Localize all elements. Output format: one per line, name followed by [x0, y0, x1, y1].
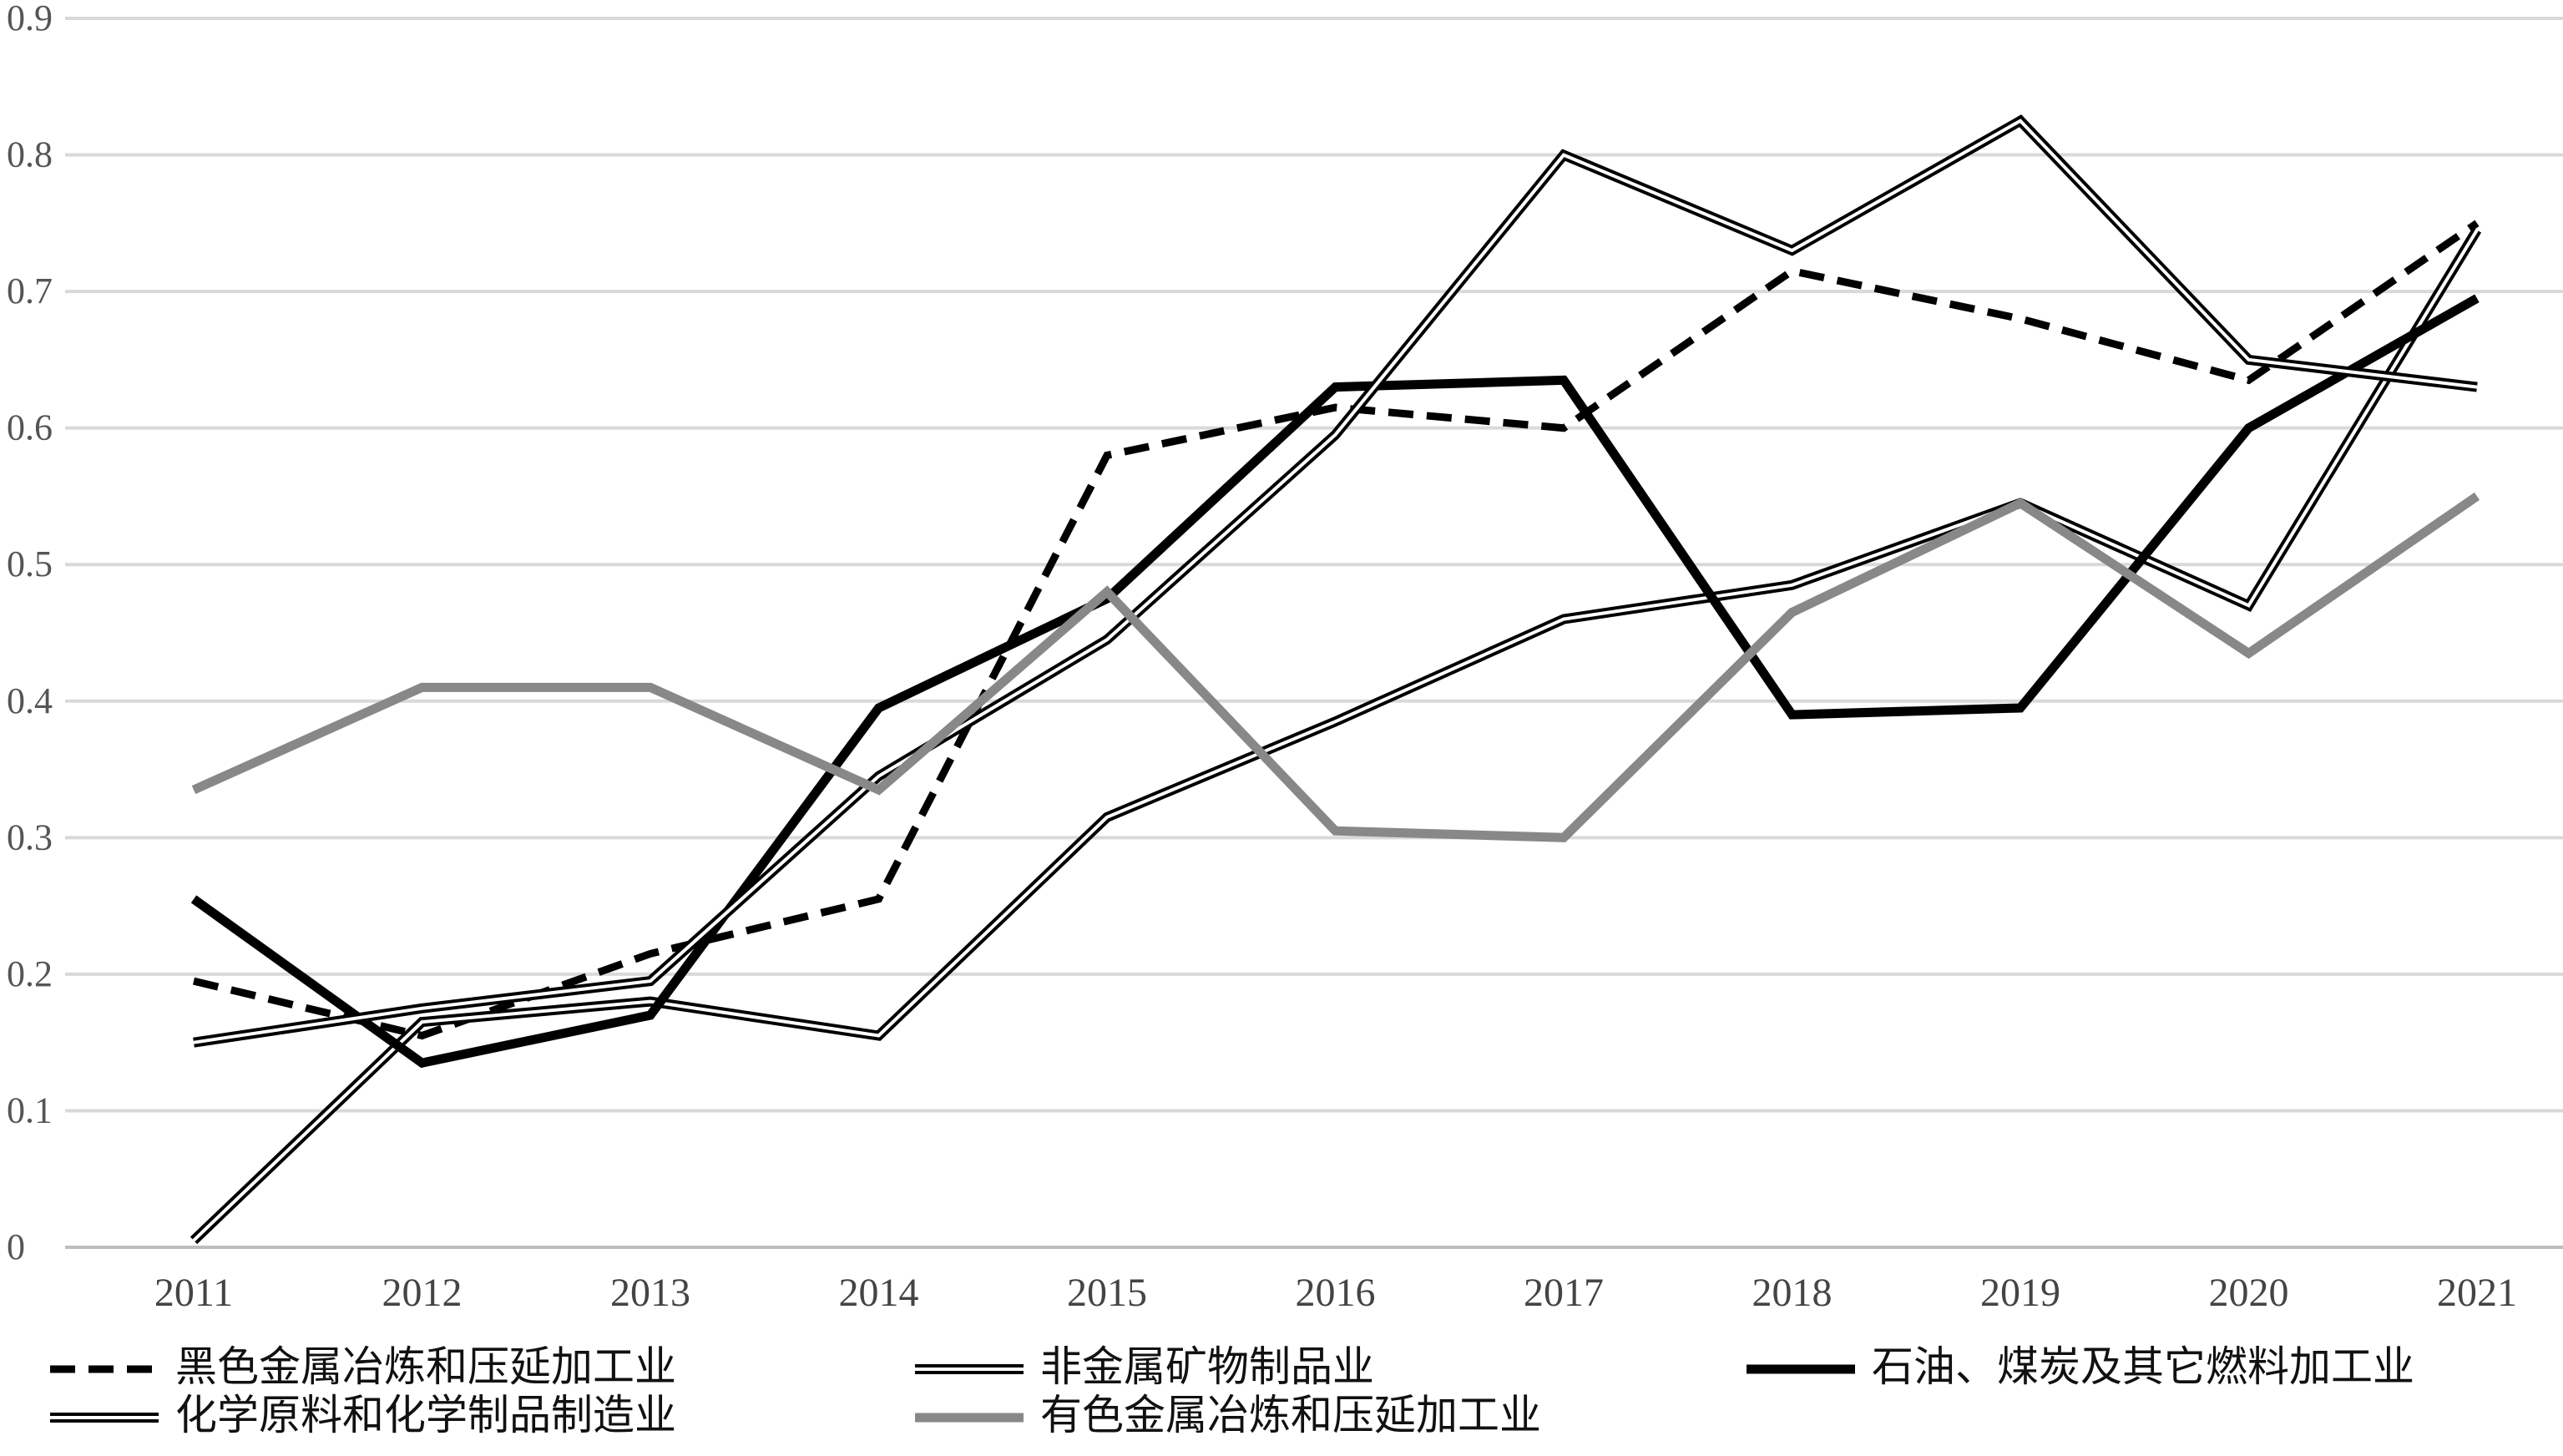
series-4-line-inner: [193, 119, 2478, 1044]
grid-layer: [65, 17, 2563, 1249]
series-1-point-2019: [2018, 316, 2023, 321]
series-2-line-inner: [192, 229, 2479, 1242]
x-tick-label: 2015: [1067, 1271, 1147, 1315]
x-tick-label: 2019: [1980, 1271, 2060, 1315]
x-tick-label: 2012: [382, 1271, 463, 1315]
legend: 黑色金属冶炼和压延加工业 非金属矿物制品业 石油、煤炭及其它燃料加工业化学原料和化学…: [50, 1343, 2414, 1438]
series-layer: [190, 114, 2482, 1245]
x-tick-label: 2011: [154, 1271, 233, 1315]
legend-item-3: 石油、煤炭及其它燃料加工业: [1747, 1343, 2414, 1390]
legend-label: 石油、煤炭及其它燃料加工业: [1872, 1343, 2414, 1390]
axis-layer: 0 0.1 0.2 0.3 0.4 0.5 0.6 0.7 0.8 0.9 2011 2012 2013…: [7, 0, 2517, 1315]
legend-item-5: 有色金属冶炼和压延加工业: [915, 1392, 1541, 1438]
y-tick-label: 0.4: [7, 680, 53, 721]
series-1-point-2018: [1790, 269, 1795, 274]
x-tick-label: 2017: [1524, 1271, 1604, 1315]
legend-label: 黑色金属冶炼和压延加工业: [175, 1343, 676, 1390]
y-tick-label: 0.7: [7, 270, 53, 311]
x-tick-label: 2021: [2437, 1271, 2517, 1315]
legend-item-4: 化学原料和化学制品制造业: [50, 1392, 676, 1438]
y-tick-label: 0.9: [7, 0, 53, 38]
y-tick-label: 0.2: [7, 953, 53, 994]
y-tick-label: 0.1: [7, 1089, 53, 1130]
series-3-line: [190, 294, 2480, 1069]
legend-label: 非金属矿物制品业: [1040, 1343, 1374, 1390]
series-2: [190, 227, 2482, 1245]
legend-item-2: 非金属矿物制品业: [915, 1343, 1374, 1390]
y-tick-label: 0: [7, 1226, 25, 1267]
x-tick-label: 2020: [2209, 1271, 2289, 1315]
y-tick-label: 0.8: [7, 134, 53, 175]
series-1-line: [192, 220, 2480, 1040]
legend-label: 有色金属冶炼和压延加工业: [1040, 1392, 1541, 1438]
series-3: [190, 294, 2480, 1069]
y-tick-label: 0.3: [7, 816, 53, 857]
x-tick-label: 2013: [610, 1271, 690, 1315]
series-5-line: [191, 492, 2480, 842]
x-tick-label: 2016: [1296, 1271, 1376, 1315]
series-5: [191, 492, 2480, 842]
x-tick-label: 2014: [839, 1271, 919, 1315]
y-tick-label: 0.5: [7, 543, 53, 584]
series-1: [192, 220, 2480, 1040]
legend-item-1: 黑色金属冶炼和压延加工业: [50, 1343, 676, 1390]
x-tick-label: 2018: [1752, 1271, 1833, 1315]
series-4: [193, 114, 2478, 1048]
legend-label: 化学原料和化学制品制造业: [175, 1392, 676, 1438]
series-2-line: [190, 227, 2482, 1245]
y-tick-label: 0.6: [7, 407, 53, 448]
